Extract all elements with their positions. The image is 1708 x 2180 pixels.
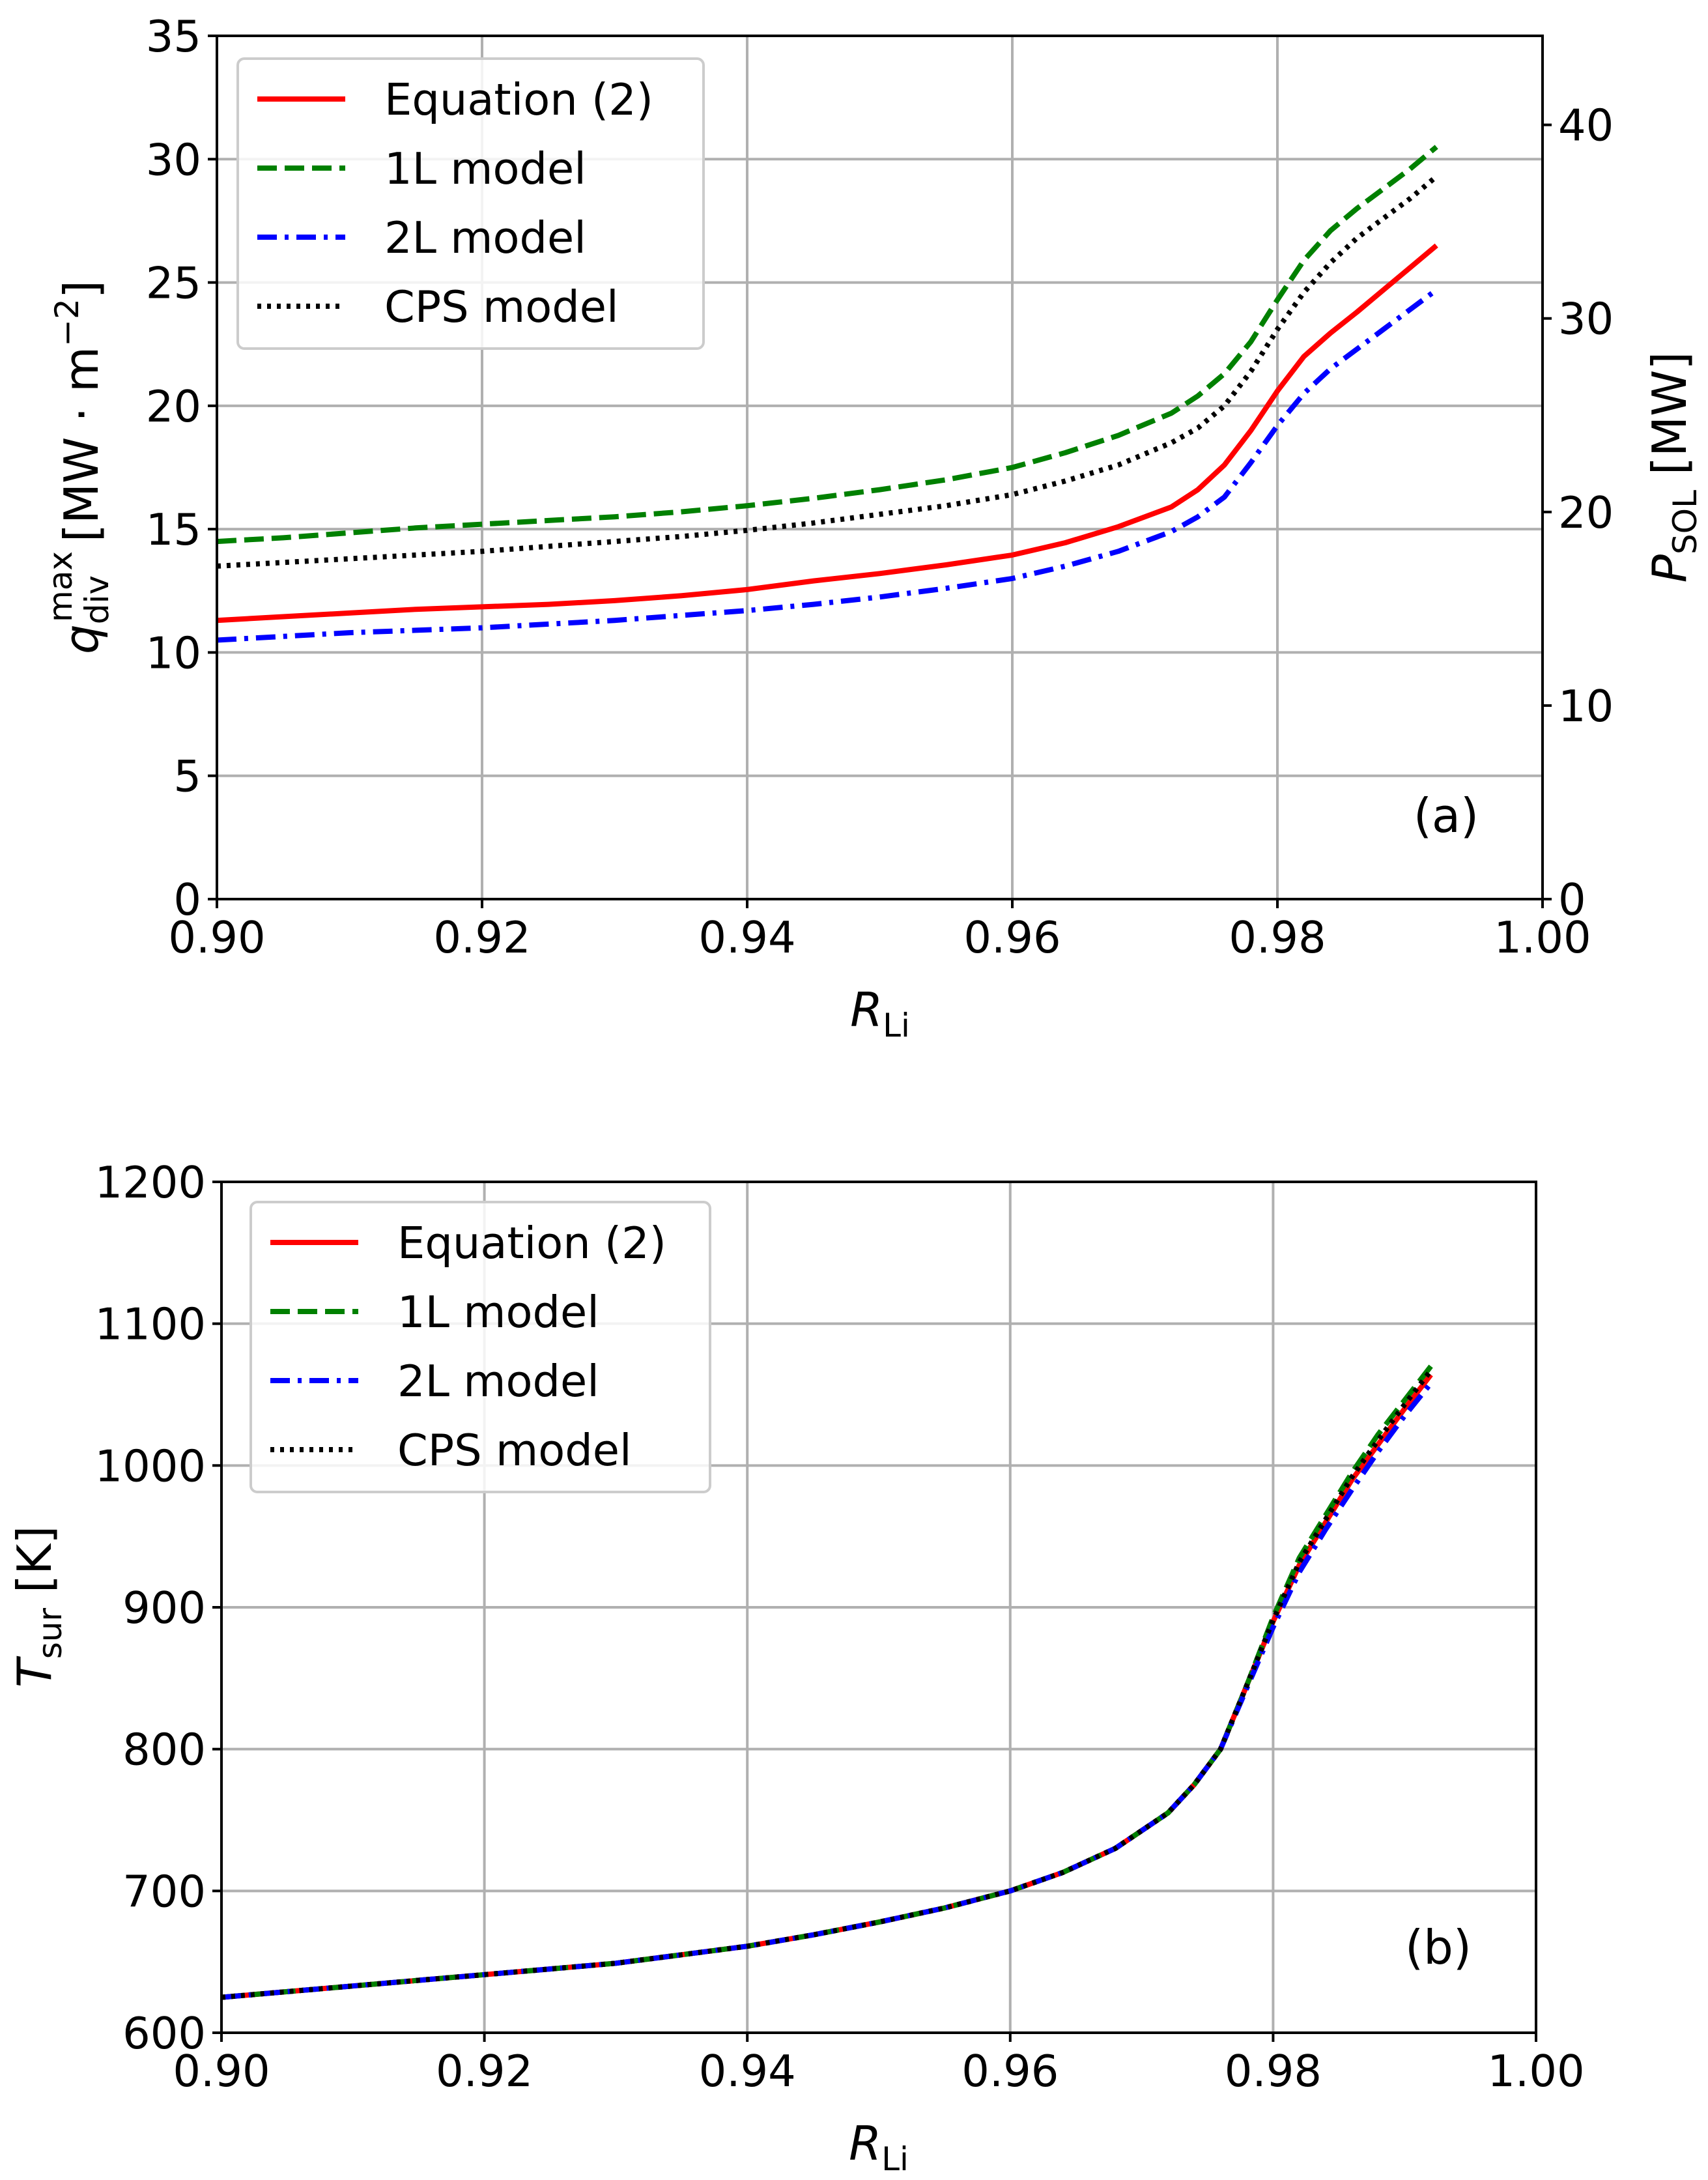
y2-tick-label: 40 bbox=[1558, 100, 1614, 151]
y-tick-label: 15 bbox=[146, 504, 201, 555]
panel-a-y-axis-label: qdivmax[MW · m−2] bbox=[42, 280, 116, 654]
series-line-1l-model bbox=[216, 145, 1438, 545]
x-tick-label: 0.96 bbox=[961, 2046, 1059, 2097]
y2-tick-label: 0 bbox=[1558, 874, 1586, 925]
y-tick-label: 700 bbox=[122, 1866, 206, 1917]
y-tick-label: 5 bbox=[173, 751, 201, 802]
x-tick-label: 0.94 bbox=[698, 912, 795, 963]
panel-a-x-axis-label: RLi bbox=[850, 982, 910, 1044]
y-tick-label: 25 bbox=[146, 258, 201, 309]
x-tick-label: 0.90 bbox=[173, 2046, 270, 2097]
y-tick-label: 800 bbox=[122, 1725, 206, 1775]
legend-entry-label: CPS model bbox=[397, 1425, 632, 1476]
x-tick-label: 1.00 bbox=[1494, 912, 1591, 963]
y2-tick-label: 30 bbox=[1558, 294, 1614, 345]
y-tick-label: 1000 bbox=[94, 1441, 206, 1491]
x-tick-label: 0.98 bbox=[1225, 2046, 1322, 2097]
x-tick-label: 1.00 bbox=[1487, 2046, 1584, 2097]
y-tick-label: 0 bbox=[173, 874, 201, 925]
panel-a-y2-ticks: 0 10 20 30 40 bbox=[1543, 100, 1614, 925]
panel-b-x-ticks: 0.90 0.92 0.94 0.96 0.98 1.00 bbox=[173, 2033, 1585, 2097]
legend-entry-label: 1L model bbox=[397, 1287, 599, 1338]
series-line-equation-2 bbox=[216, 243, 1438, 624]
legend-entry-label: CPS model bbox=[384, 281, 619, 332]
y2-tick-label: 20 bbox=[1558, 487, 1614, 538]
panel-a-series bbox=[216, 145, 1438, 643]
legend-entry-label: Equation (2) bbox=[384, 74, 653, 125]
y-tick-label: 900 bbox=[122, 1583, 206, 1633]
y-tick-label: 35 bbox=[146, 11, 201, 62]
panel-b: 0.90 0.92 0.94 0.96 0.98 1.00 600 700 800 900 100… bbox=[7, 1157, 1585, 2178]
x-tick-label: 0.94 bbox=[699, 2046, 796, 2097]
y2-tick-label: 10 bbox=[1558, 681, 1614, 732]
panel-a-label: (a) bbox=[1414, 788, 1479, 843]
panel-a-y2-axis-label: PSOL [MW] bbox=[1642, 352, 1704, 583]
panel-b-y-ticks: 600 700 800 900 1000 1100 1200 bbox=[94, 1157, 221, 2059]
panel-a-legend: Equation (2) 1L model 2L model CPS model bbox=[236, 57, 705, 350]
legend-entry-label: Equation (2) bbox=[397, 1218, 666, 1269]
x-tick-label: 0.96 bbox=[963, 912, 1060, 963]
legend-entry-label: 2L model bbox=[384, 212, 586, 263]
legend-entry-label: 2L model bbox=[397, 1356, 599, 1407]
panel-a-y-ticks: 0 5 10 15 20 25 30 35 bbox=[146, 11, 217, 925]
panel-a-plot-frame bbox=[216, 35, 1544, 900]
panel-b-series bbox=[221, 1364, 1433, 2000]
panel-b-x-axis-label: RLi bbox=[849, 2116, 909, 2178]
legend-entry-label: 1L model bbox=[384, 143, 586, 194]
y-tick-label: 600 bbox=[122, 2008, 206, 2059]
y-tick-label: 1200 bbox=[94, 1157, 206, 1208]
panel-b-label: (b) bbox=[1405, 1920, 1472, 1975]
panel-a: 0.90 0.92 0.94 0.96 0.98 1.00 05101520253035 … bbox=[42, 11, 1704, 1044]
x-tick-label: 0.98 bbox=[1229, 912, 1326, 963]
legend-frame bbox=[249, 1201, 711, 1493]
series-line-2l-model bbox=[216, 287, 1438, 643]
series-line-cps-model bbox=[216, 174, 1438, 569]
y-tick-label: 10 bbox=[146, 627, 201, 678]
y-tick-label: 1100 bbox=[94, 1299, 206, 1350]
x-tick-label: 0.92 bbox=[433, 912, 530, 963]
x-tick-label: 0.92 bbox=[436, 2046, 533, 2097]
series-line-cps-model bbox=[221, 1369, 1433, 2000]
x-tick-label: 0.90 bbox=[168, 912, 265, 963]
panel-a-x-ticks: 0.90 0.92 0.94 0.96 0.98 1.00 bbox=[168, 899, 1591, 963]
legend-frame bbox=[236, 57, 705, 350]
panel-b-legend: Equation (2) 1L model 2L model CPS model bbox=[249, 1201, 711, 1493]
panel-b-y-axis-label: Tsur [K] bbox=[7, 1526, 69, 1688]
y-tick-label: 20 bbox=[146, 381, 201, 432]
y-tick-label: 30 bbox=[146, 134, 201, 185]
